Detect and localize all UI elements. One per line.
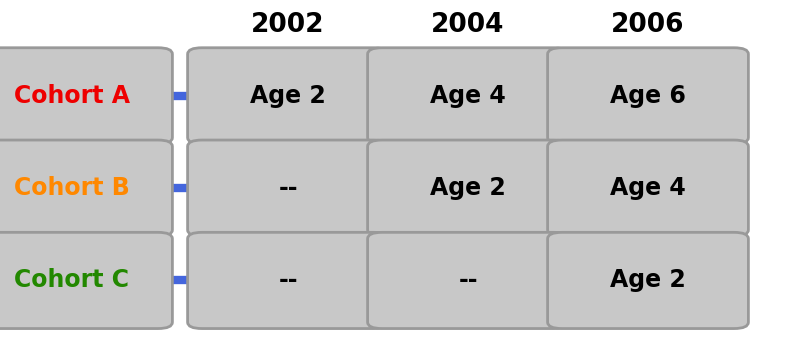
Text: Age 4: Age 4 (610, 176, 686, 200)
FancyBboxPatch shape (188, 233, 389, 329)
Text: Age 4: Age 4 (430, 84, 506, 108)
Text: Cohort C: Cohort C (14, 268, 130, 293)
Text: --: -- (458, 268, 478, 293)
FancyBboxPatch shape (367, 48, 568, 144)
FancyBboxPatch shape (547, 233, 749, 329)
FancyBboxPatch shape (367, 233, 568, 329)
FancyBboxPatch shape (547, 48, 749, 144)
FancyBboxPatch shape (188, 48, 389, 144)
FancyBboxPatch shape (0, 233, 173, 329)
Text: 2006: 2006 (611, 12, 685, 38)
FancyBboxPatch shape (367, 140, 568, 236)
FancyBboxPatch shape (0, 140, 173, 236)
Text: Age 2: Age 2 (250, 84, 326, 108)
FancyBboxPatch shape (188, 140, 389, 236)
Text: 2002: 2002 (251, 12, 325, 38)
Text: Age 2: Age 2 (430, 176, 506, 200)
Text: --: -- (278, 176, 298, 200)
Text: Cohort B: Cohort B (14, 176, 130, 200)
FancyBboxPatch shape (0, 48, 173, 144)
FancyBboxPatch shape (547, 140, 749, 236)
Text: Age 6: Age 6 (610, 84, 686, 108)
Text: 2004: 2004 (431, 12, 505, 38)
Text: Cohort A: Cohort A (14, 84, 130, 108)
Text: --: -- (278, 268, 298, 293)
Text: Age 2: Age 2 (610, 268, 686, 293)
